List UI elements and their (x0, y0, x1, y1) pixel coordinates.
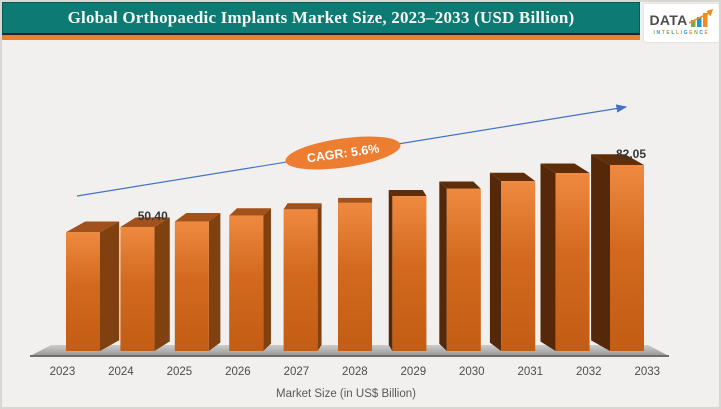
year-label-2033: 2033 (634, 366, 660, 378)
year-label-2030: 2030 (459, 366, 485, 378)
year-label-2029: 2029 (401, 366, 427, 378)
year-label-2031: 2031 (517, 366, 543, 378)
logo-arrow (688, 12, 709, 24)
year-label-2027: 2027 (284, 366, 310, 378)
year-label-2032: 2032 (576, 366, 602, 378)
bar-2032: 2032 (540, 163, 602, 378)
bar-2033: 2033 (591, 154, 660, 378)
bar-2024: 2024 (108, 217, 170, 378)
logo-wordmark-row: DATA (649, 9, 713, 29)
year-label-2028: 2028 (342, 366, 368, 378)
chart-title: Global Orthopaedic Implants Market Size,… (67, 8, 575, 27)
cagr-badge: CAGR: 5.6% (285, 136, 401, 170)
bar-2026: 2026 (225, 208, 271, 378)
value-label-2024: 50.40 (138, 209, 168, 223)
year-label-2023: 2023 (50, 366, 76, 378)
logo-arrow-head (706, 9, 713, 17)
logo-bar-chart-icon (688, 9, 713, 27)
year-label-2026: 2026 (225, 366, 251, 378)
bar-2023: 2023 (50, 221, 120, 378)
bar-2025: 2025 (167, 212, 221, 378)
market-size-chart: 2023 2024 2025 2026 2027 2028 2029 2030 2031 2032… (30, 104, 669, 400)
bar-2031: 2031 (489, 172, 543, 378)
accent-strip (2, 35, 640, 40)
axis-title: Market Size (in US$ Billion) (276, 388, 416, 400)
logo-bar-1 (696, 17, 701, 27)
logo-subtext: INTELLIGENCE (653, 30, 710, 36)
bar-2029: 2029 (388, 189, 427, 378)
logo-wordmark: DATA (649, 12, 688, 28)
year-label-2024: 2024 (108, 366, 134, 378)
value-label-2033: 82.05 (616, 147, 646, 161)
logo-bar-2 (702, 13, 707, 27)
year-label-2025: 2025 (167, 366, 193, 378)
bar-2027: 2027 (284, 203, 322, 378)
bar-2030: 2030 (439, 181, 485, 378)
logo: DATA INTELLIGENCE (644, 4, 719, 42)
bar-2028: 2028 (338, 197, 373, 378)
title-band: Global Orthopaedic Implants Market Size,… (2, 2, 640, 35)
logo-bar-0 (690, 20, 695, 27)
